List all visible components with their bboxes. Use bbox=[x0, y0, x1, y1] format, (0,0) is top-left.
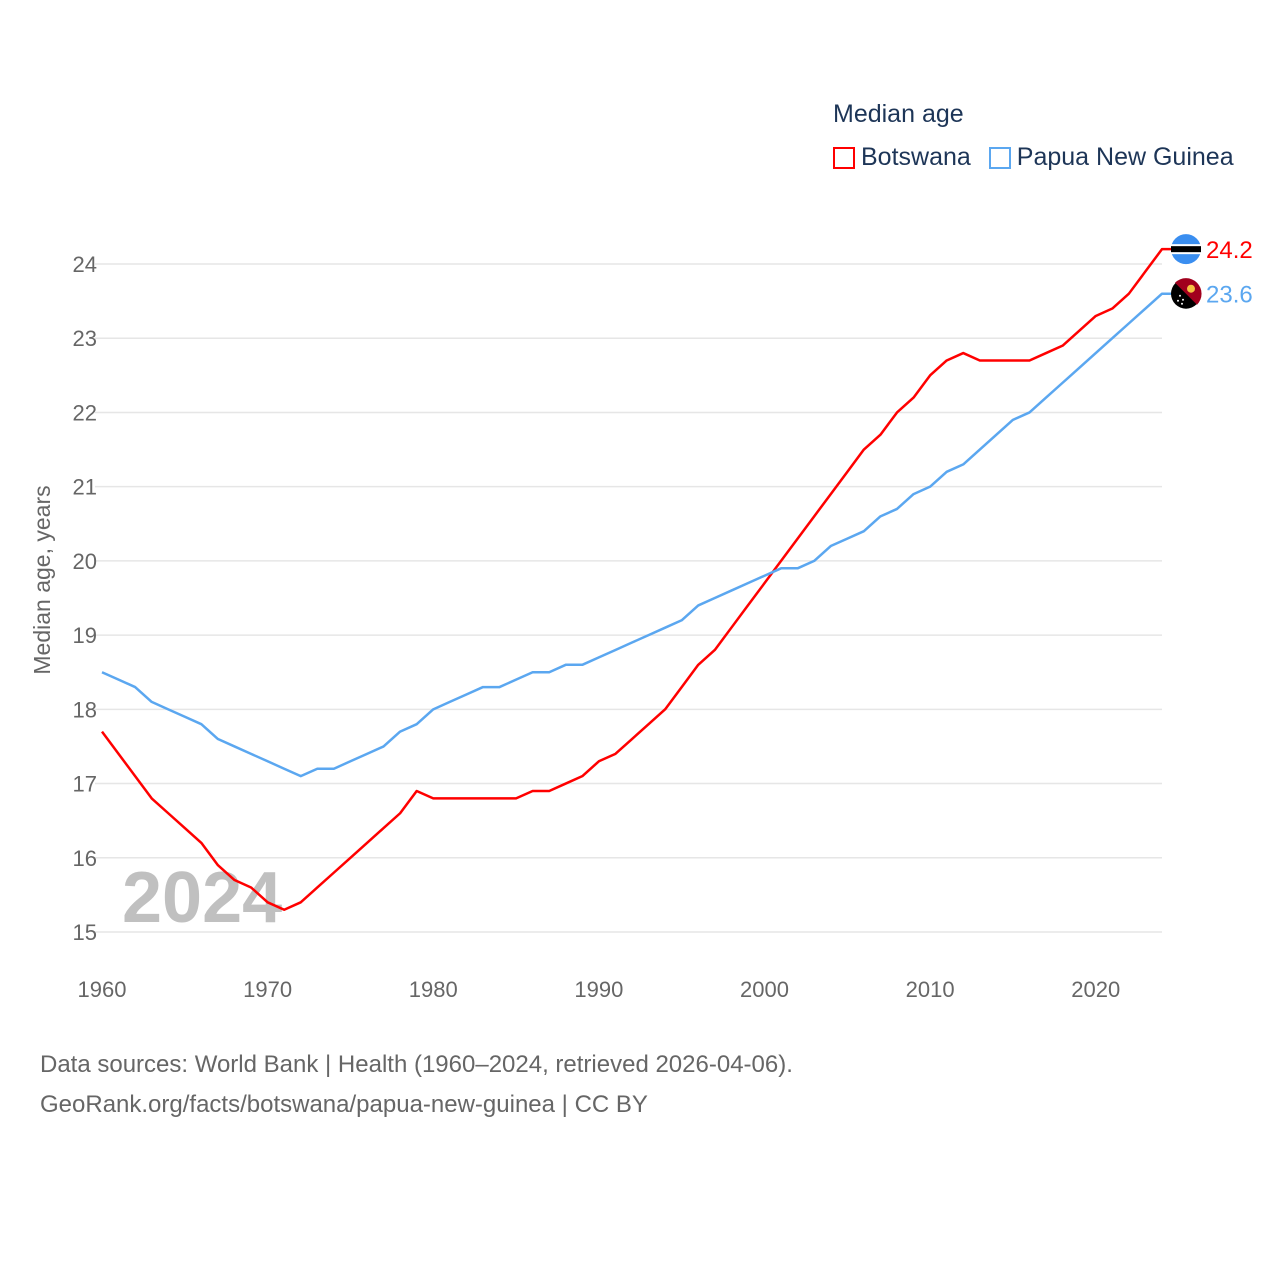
end-value-label-botswana: 24.2 bbox=[1206, 237, 1253, 264]
legend-label-papua-new-guinea: Papua New Guinea bbox=[1016, 143, 1234, 171]
x-tick-label: 2000 bbox=[740, 977, 789, 1002]
x-tick-label: 1980 bbox=[409, 977, 458, 1002]
y-tick-label: 21 bbox=[73, 475, 97, 500]
x-tick-label: 2010 bbox=[906, 977, 955, 1002]
series-lines bbox=[100, 247, 1172, 911]
x-axis-ticks: 1960 1970 1980 1990 2000 2010 2020 bbox=[78, 977, 1121, 1002]
legend-title: Median age bbox=[833, 100, 964, 128]
y-tick-label: 19 bbox=[73, 623, 97, 648]
y-tick-label: 15 bbox=[73, 920, 97, 945]
flag-icon-botswana bbox=[1171, 234, 1201, 265]
series-line-papua-new-guinea bbox=[101, 292, 1172, 778]
y-tick-label: 24 bbox=[73, 252, 97, 277]
series-end-labels: 24.2 23.6 bbox=[1171, 234, 1253, 309]
y-tick-label: 17 bbox=[73, 772, 97, 797]
y-tick-label: 18 bbox=[73, 697, 97, 722]
x-tick-label: 1960 bbox=[78, 977, 127, 1002]
y-tick-label: 16 bbox=[73, 846, 97, 871]
source-line-2[interactable]: GeoRank.org/facts/botswana/papua-new-gui… bbox=[40, 1091, 648, 1118]
grid bbox=[95, 263, 1162, 933]
x-tick-label: 1970 bbox=[243, 977, 292, 1002]
legend-label-botswana: Botswana bbox=[861, 143, 971, 171]
y-axis-label: Median age, years bbox=[29, 485, 55, 674]
y-tick-label: 20 bbox=[73, 549, 97, 574]
source-note: Data sources: World Bank | Health (1960–… bbox=[40, 1045, 793, 1125]
legend: Botswana Papua New Guinea bbox=[833, 143, 1234, 172]
source-line-1: Data sources: World Bank | Health (1960–… bbox=[40, 1051, 793, 1078]
y-tick-label: 22 bbox=[73, 400, 97, 425]
legend-swatch-botswana bbox=[833, 146, 855, 169]
series-line-botswana bbox=[100, 247, 1172, 911]
x-tick-label: 2020 bbox=[1071, 977, 1120, 1002]
end-value-label-papua-new-guinea: 23.6 bbox=[1206, 282, 1253, 309]
x-tick-label: 1990 bbox=[574, 977, 623, 1002]
y-tick-label: 23 bbox=[73, 326, 97, 351]
legend-item-botswana[interactable]: Botswana bbox=[833, 143, 971, 172]
flag-icon-papua-new-guinea bbox=[1171, 278, 1202, 309]
year-watermark: 2024 bbox=[122, 858, 282, 938]
legend-item-papua-new-guinea[interactable]: Papua New Guinea bbox=[988, 143, 1234, 172]
legend-swatch-papua-new-guinea bbox=[988, 146, 1011, 169]
y-axis-ticks: 15 16 17 18 19 20 21 22 23 24 bbox=[73, 252, 97, 945]
